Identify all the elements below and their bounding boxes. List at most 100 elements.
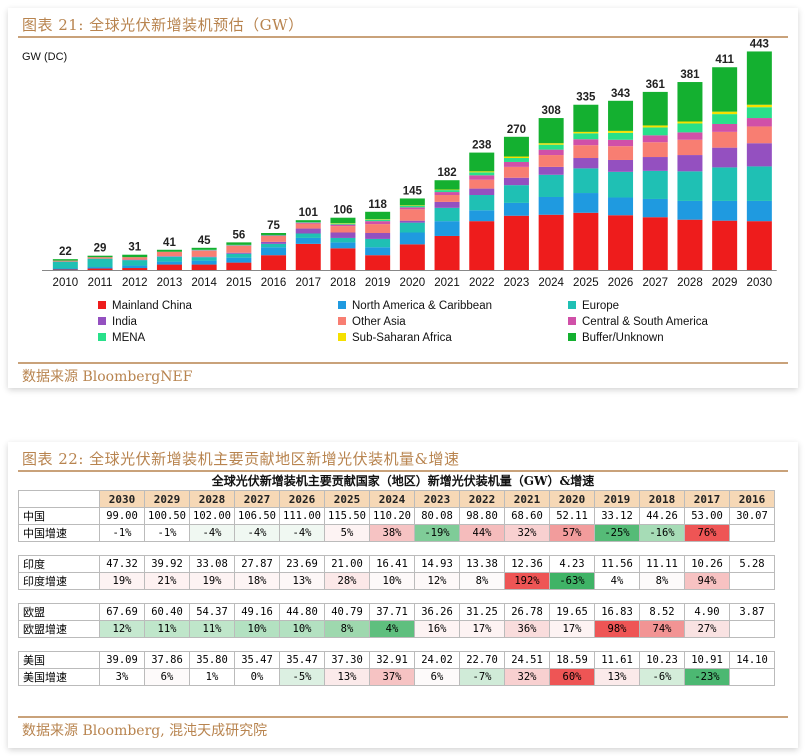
bar-segment [226,245,252,253]
value-cell: 31.25 [459,603,505,621]
legend-label: Sub-Saharan Africa [352,332,452,344]
bar-segment [122,268,148,270]
title-rule [18,470,788,472]
bar-segment [87,255,113,258]
spacer-cell [99,589,145,604]
bar-segment [399,220,425,223]
bar-segment [330,232,356,238]
bar-segment [538,196,564,215]
bar-segment [52,268,78,270]
value-cell: 68.60 [504,507,550,525]
spacer-cell [234,589,280,604]
bar-segment [399,244,425,270]
bar-segment [434,201,460,208]
value-cell: 5.28 [729,555,775,573]
bar-segment [156,249,182,252]
table-row: 印度增速 19% 21% 19% 18% 13% 28% 10% 12% 8% 192% -63% 4%… [18,572,775,590]
growth-cell: -5% [279,668,325,686]
bar-segment [469,171,495,173]
value-cell: 47.32 [99,555,145,573]
spacer-cell [729,541,775,556]
value-cell: 33.12 [594,507,640,525]
bar-segment [469,210,495,222]
growth-cell: 38% [369,524,415,542]
x-tick-label: 2024 [538,277,564,289]
data-label: 45 [198,235,211,247]
bar-segment [503,136,529,157]
spacer-cell [279,589,325,604]
value-cell: 19.65 [549,603,595,621]
bar-segment [642,142,668,158]
spacer-cell [324,589,370,604]
growth-cell: -7% [459,668,505,686]
bar-segment [608,159,634,172]
growth-cell: 57% [549,524,595,542]
growth-cell [729,572,775,590]
value-cell: 18.59 [549,651,595,669]
growth-cell: 60% [549,668,595,686]
growth-cell: 13% [594,668,640,686]
bar-segment [434,190,460,193]
bar-segment [677,123,703,133]
spacer-cell [144,541,190,556]
value-cell: 11.56 [594,555,640,573]
bar-segment [122,254,148,258]
legend-item: Buffer/Unknown [568,332,664,344]
legend-swatch [98,301,106,309]
bar-segment [712,200,738,221]
legend-item: Europe [568,300,619,312]
value-cell: 3.87 [729,603,775,621]
spacer-cell [639,541,685,556]
bar-segment [677,171,703,201]
bar-segment [87,268,113,270]
growth-cell: 4% [369,620,415,638]
value-cell: 30.07 [729,507,775,525]
growth-cell: -63% [549,572,595,590]
bar-segment [538,174,564,197]
value-cell: 21.00 [324,555,370,573]
spacer-cell [414,637,460,652]
bar-segment [226,253,252,258]
bar-segment [122,265,148,269]
legend-item: India [98,316,137,328]
bar-segment [261,243,287,248]
data-label: 118 [368,199,387,211]
value-cell: 52.11 [549,507,595,525]
bar-segment [434,192,460,196]
spacer-cell [504,637,550,652]
x-tick-label: 2029 [712,277,738,289]
value-cell: 4.90 [684,603,730,621]
bar-segment [365,255,391,270]
x-tick-label: 2025 [573,277,599,289]
growth-cell: 13% [324,668,370,686]
value-cell: 23.69 [279,555,325,573]
bar-segment [295,243,321,270]
growth-cell: 11% [189,620,235,638]
bar-segment [608,215,634,270]
table-row: 中国 99.00 100.50 102.00 106.50 111.00 115.50 110… [18,507,775,525]
spacer-cell [189,589,235,604]
bar-segment [330,237,356,243]
growth-cell [729,524,775,542]
growth-cell: 37% [369,668,415,686]
spacer-cell [18,589,100,604]
growth-cell: 74% [639,620,685,638]
bar-segment [191,264,217,270]
growth-cell: 32% [504,668,550,686]
bar-segment [746,221,772,270]
bar-segment [677,155,703,172]
bar-segment [330,248,356,270]
bar-segment [538,166,564,175]
row-label: 欧盟增速 [18,620,100,638]
value-cell: 8.52 [639,603,685,621]
bar-segment [122,257,148,260]
value-cell: 10.91 [684,651,730,669]
value-cell: 111.00 [279,507,325,525]
legend-label: North America & Caribbean [352,300,492,312]
bar-segment [469,195,495,211]
spacer-cell [639,637,685,652]
growth-cell: 10% [234,620,280,638]
data-label: 182 [437,167,456,179]
value-cell: 60.40 [144,603,190,621]
bar-segment [295,223,321,229]
